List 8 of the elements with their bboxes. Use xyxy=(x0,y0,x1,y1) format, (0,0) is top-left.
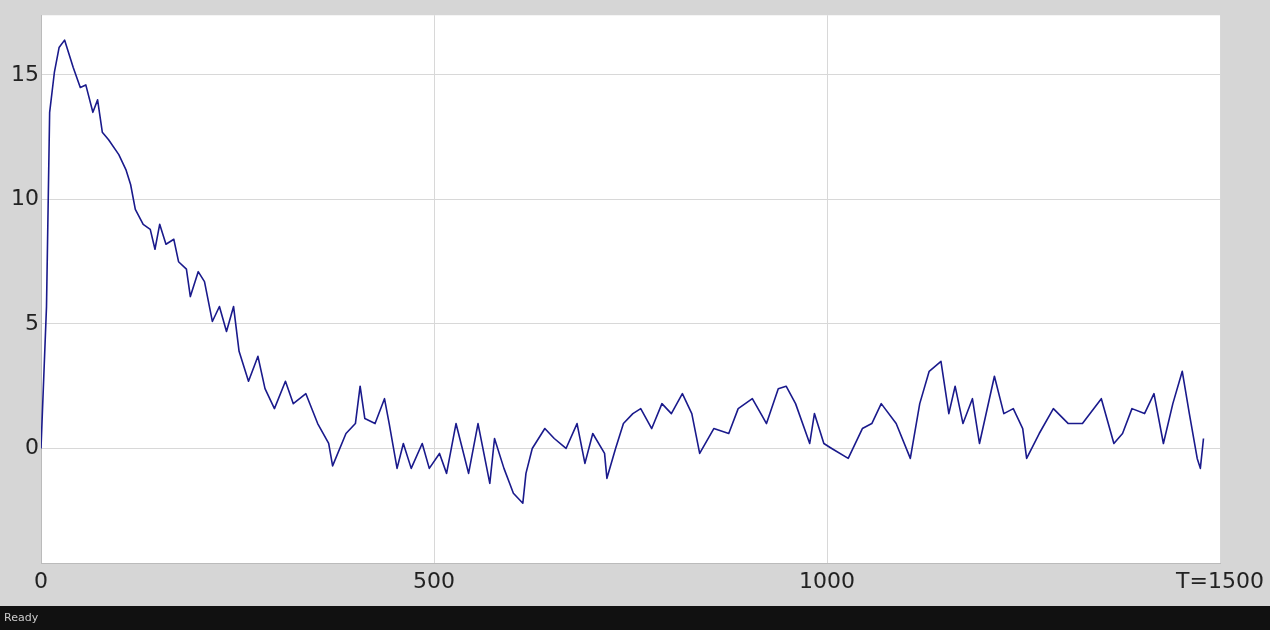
x-tick-label: 500 xyxy=(413,567,455,593)
y-tick-label: 0 xyxy=(25,434,39,460)
y-tick-label: 5 xyxy=(25,309,39,335)
y-tick-label: 10 xyxy=(11,185,39,211)
y-tick-label: 15 xyxy=(11,60,39,86)
text: Ready xyxy=(4,611,39,624)
x-tick-label: T=1500 xyxy=(1175,567,1264,593)
x-tick-label: 1000 xyxy=(799,567,855,593)
